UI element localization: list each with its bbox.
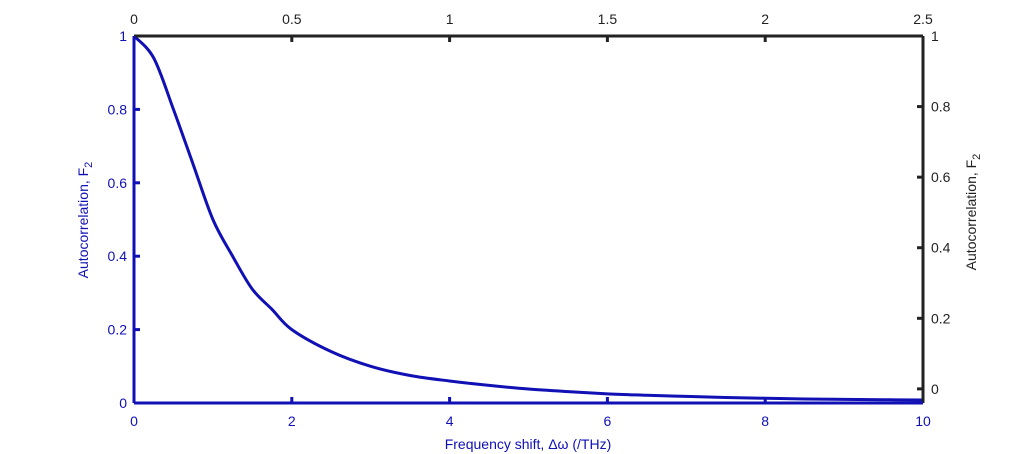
right-y-axis-title-subscript: 2 (971, 154, 983, 160)
x-tick-label: 6 (604, 413, 612, 429)
x-tick-label: 2 (288, 413, 296, 429)
right-y-tick-label: 0.4 (931, 240, 951, 256)
top-x-tick-label: 2 (761, 11, 769, 27)
x-axis-title: Frequency shift, Δω (/THz) (445, 436, 612, 452)
top-x-tick-label: 1 (446, 11, 454, 27)
right-y-tick-label: 0.8 (931, 99, 951, 115)
x-tick-label: 4 (446, 413, 454, 429)
right-y-tick-label: 0.6 (931, 169, 951, 185)
top-x-tick-label: 1.5 (598, 11, 618, 27)
y-tick-label: 1 (119, 28, 127, 44)
top-x-tick-label: 0.5 (282, 11, 302, 27)
right-y-axis-title-main: Autocorrelation, F (963, 160, 979, 271)
y-tick-label: 0.2 (108, 322, 128, 338)
y-tick-label: 0.6 (108, 175, 128, 191)
y-tick-label: 0.8 (108, 101, 128, 117)
x-tick-label: 0 (130, 413, 138, 429)
x-tick-label: 10 (915, 413, 931, 429)
right-y-tick-label: 0 (931, 381, 939, 397)
top-x-tick-label: 0 (130, 11, 138, 27)
x-tick-label: 8 (761, 413, 769, 429)
right-y-tick-label: 0.2 (931, 310, 951, 326)
right-y-tick-label: 1 (931, 28, 939, 44)
top-x-tick-label: 2.5 (913, 11, 933, 27)
series-line-autocorrelation (132, 34, 924, 402)
y-tick-label: 0.4 (108, 248, 128, 264)
right-y-axis-title: Autocorrelation, F2 (963, 154, 983, 271)
left-y-axis-title-main: Autocorrelation, F (75, 168, 91, 279)
y-tick-label: 0 (119, 395, 127, 411)
left-y-axis-title: Autocorrelation, F2 (75, 162, 95, 279)
left-y-axis-title-subscript: 2 (83, 162, 95, 168)
